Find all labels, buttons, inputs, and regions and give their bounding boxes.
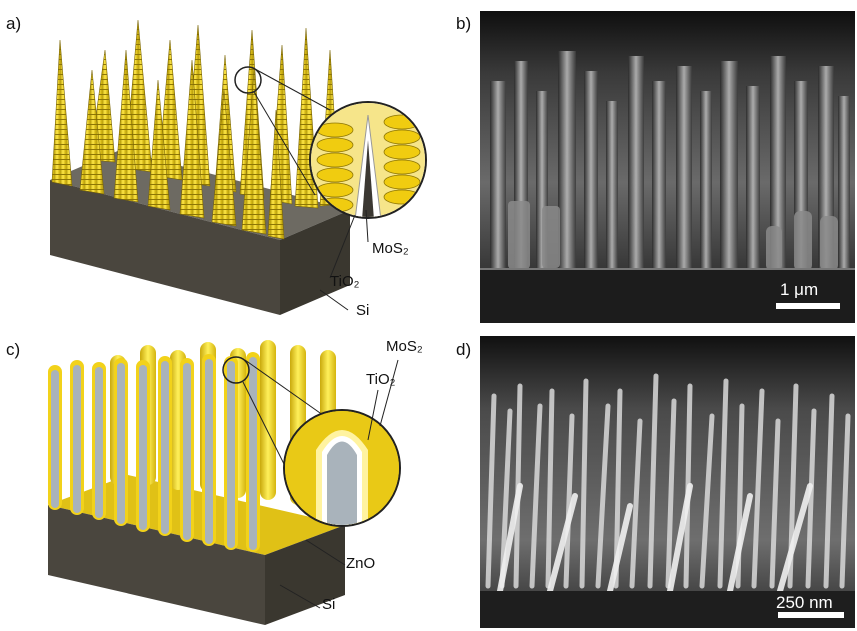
panel-label-a: a) bbox=[6, 14, 22, 33]
label-tio2-a: TiO₂ bbox=[330, 273, 360, 290]
label-mos2-c: MoS₂ bbox=[386, 338, 423, 355]
label-si-c: Si bbox=[322, 596, 336, 613]
scale-label-d: 250 nm bbox=[776, 593, 833, 612]
panel-label-b: b) bbox=[456, 14, 472, 33]
panel-b-sem-image: 1 μm bbox=[480, 11, 855, 323]
panel-label-c: c) bbox=[6, 340, 21, 359]
scale-bar-d bbox=[778, 612, 844, 618]
scale-label-b: 1 μm bbox=[780, 280, 818, 299]
label-si-a: Si bbox=[356, 302, 370, 319]
panel-d-sem-image: 250 nm bbox=[480, 336, 855, 628]
si-substrate-front-c bbox=[48, 505, 265, 625]
zoom-inset-a bbox=[309, 101, 427, 219]
panel-a-illustration bbox=[50, 19, 427, 315]
panel-label-d: d) bbox=[456, 340, 472, 359]
si-substrate-side-a bbox=[280, 210, 350, 315]
zoom-source-circle-c bbox=[222, 356, 250, 384]
label-mos2-a: MoS₂ bbox=[372, 240, 409, 257]
si-substrate-side-c bbox=[265, 525, 345, 625]
label-tio2-c: TiO₂ bbox=[366, 371, 396, 388]
label-zno-c: ZnO bbox=[346, 555, 376, 572]
panel-c-illustration bbox=[48, 340, 401, 625]
si-substrate-front-a bbox=[50, 180, 280, 315]
zoom-inset-c bbox=[283, 409, 401, 527]
zoom-source-circle-a bbox=[234, 66, 262, 94]
scale-bar-b bbox=[776, 303, 840, 309]
